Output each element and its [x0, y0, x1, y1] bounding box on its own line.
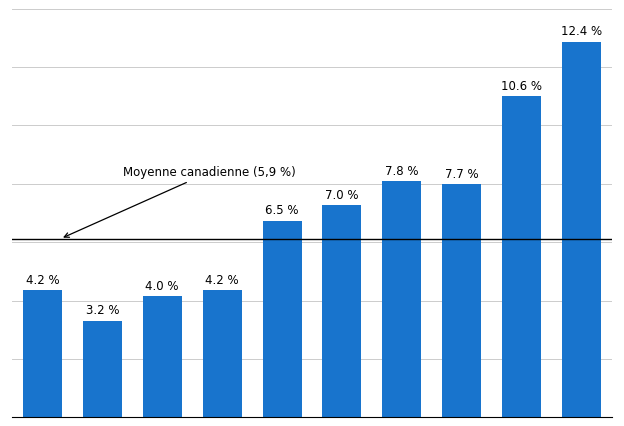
Text: 10.6 %: 10.6 % — [501, 80, 542, 93]
Text: 7.8 %: 7.8 % — [385, 164, 419, 178]
Text: Moyenne canadienne (5,9 %): Moyenne canadienne (5,9 %) — [64, 166, 296, 237]
Bar — [203, 290, 241, 417]
Bar — [502, 96, 541, 417]
Text: 6.5 %: 6.5 % — [265, 204, 299, 217]
Bar — [83, 320, 122, 417]
Bar — [562, 42, 601, 417]
Text: 4.2 %: 4.2 % — [26, 273, 59, 287]
Text: 12.4 %: 12.4 % — [561, 25, 602, 38]
Bar — [143, 296, 182, 417]
Bar — [263, 221, 301, 417]
Bar — [442, 184, 481, 417]
Text: 4.0 %: 4.0 % — [145, 280, 179, 293]
Text: 7.0 %: 7.0 % — [325, 189, 359, 202]
Bar — [323, 205, 361, 417]
Text: 4.2 %: 4.2 % — [205, 273, 239, 287]
Text: 3.2 %: 3.2 % — [85, 304, 119, 317]
Bar — [383, 181, 421, 417]
Text: 7.7 %: 7.7 % — [445, 167, 479, 181]
Bar — [23, 290, 62, 417]
